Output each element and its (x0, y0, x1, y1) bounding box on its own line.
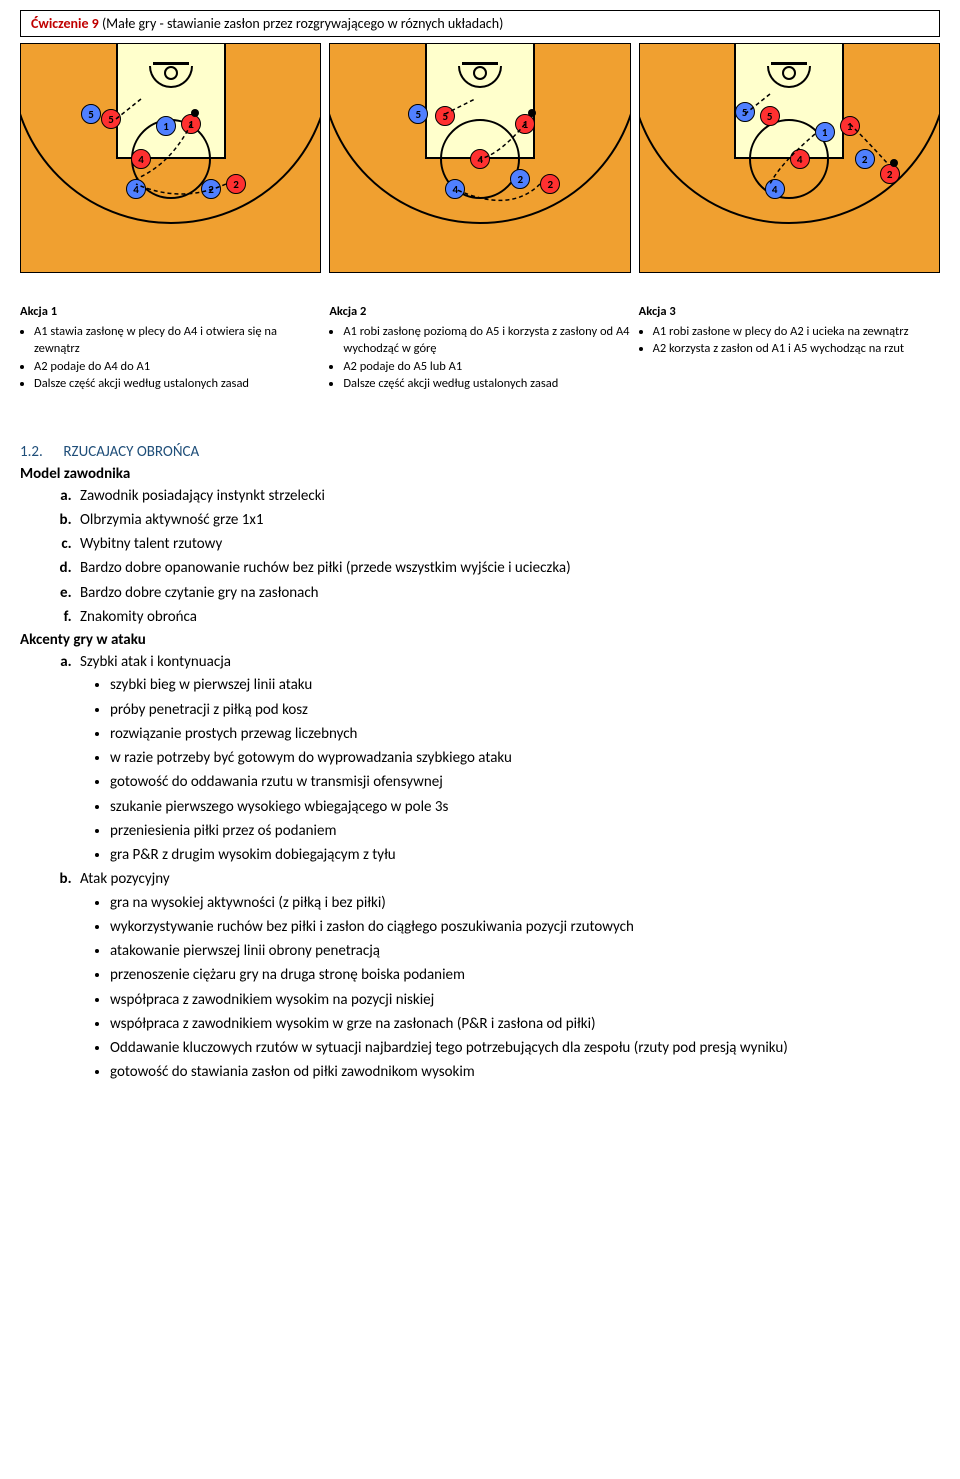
akcenty-subitem: współpraca z zawodnikiem wysokim w grze … (110, 1013, 940, 1036)
exercise-header: Ćwiczenie 9 (Małe gry - stawianie zasłon… (20, 10, 940, 37)
player-blue-1: 1 (156, 116, 176, 136)
akcja-list: A1 stawia zasłonę w plecy do A4 i otwier… (20, 323, 321, 393)
akcenty-subitem: gra na wysokiej aktywności (z piłką i be… (110, 892, 940, 915)
model-item: Bardzo dobre opanowanie ruchów bez piłki… (75, 557, 940, 580)
akcenty-subitem: współpraca z zawodnikiem wysokim na pozy… (110, 989, 940, 1012)
player-red-2: 2 (226, 174, 246, 194)
akcja-desc-3: Akcja 3 A1 robi zasłone w plecy do A2 i u… (639, 303, 940, 393)
akcja-item: A1 stawia zasłonę w plecy do A4 i otwier… (34, 323, 321, 358)
akcenty-sublist: szybki bieg w pierwszej linii atakupróby… (80, 674, 940, 867)
akcenty-subitem: przenoszenie ciężaru gry na druga stronę… (110, 964, 940, 987)
section-title: RZUCAJACY OBROŃCA (63, 443, 199, 461)
akcenty-subitem: rozwiązanie prostych przewag liczebnych (110, 723, 940, 746)
model-item: Znakomity obrońca (75, 606, 940, 629)
akcja-list: A1 robi zasłone w plecy do A2 i ucieka n… (639, 323, 940, 358)
player-blue-4: 4 (126, 179, 146, 199)
player-red-1: 1 (181, 114, 201, 134)
player-blue-1: 1 (815, 122, 835, 142)
player-red-5: 5 (101, 109, 121, 129)
akcenty-subitem: próby penetracji z piłką pod kosz (110, 699, 940, 722)
player-blue-5: 5 (735, 102, 755, 122)
player-blue-2: 2 (855, 149, 875, 169)
diagram-3: 12451245 (639, 43, 940, 273)
akcja-title: Akcja 2 (329, 303, 630, 321)
akcja-item: A2 podaje do A5 lub A1 (343, 358, 630, 376)
akcja-item: A1 robi zasłonę poziomą do A5 i korzysta… (343, 323, 630, 358)
model-item: Olbrzymia aktywność grze 1x1 (75, 509, 940, 532)
akcenty-subitem: szukanie pierwszego wysokiego wbiegające… (110, 796, 940, 819)
akcja-list: A1 robi zasłonę poziomą do A5 i korzysta… (329, 323, 630, 393)
akcenty-sublist: gra na wysokiej aktywności (z piłką i be… (80, 892, 940, 1085)
akcenty-subitem: gotowość do stawiania zasłon od piłki za… (110, 1061, 940, 1084)
player-blue-2: 2 (201, 179, 221, 199)
akcenty-subitem: w razie potrzeby być gotowym do wyprowad… (110, 747, 940, 770)
ball-icon (890, 159, 898, 167)
player-red-5: 5 (760, 106, 780, 126)
akcenty-subitem: gra P&R z drugim wysokim dobiegającym z … (110, 844, 940, 867)
model-item: Wybitny talent rzutowy (75, 533, 940, 556)
model-item: Zawodnik posiadający instynkt strzelecki (75, 485, 940, 508)
akcenty-subitem: gotowość do oddawania rzutu w transmisji… (110, 771, 940, 794)
akcja-item: A2 podaje do A4 do A1 (34, 358, 321, 376)
exercise-label: Ćwiczenie 9 (31, 15, 99, 32)
akcja-desc-1: Akcja 1 A1 stawia zasłonę w plecy do A4 i… (20, 303, 321, 393)
akcenty-subitem: atakowanie pierwszej linii obrony penetr… (110, 940, 940, 963)
akcenty-subitem: wykorzystywanie ruchów bez piłki i zasło… (110, 916, 940, 939)
akcenty-item: Atak pozycyjnygra na wysokiej aktywności… (75, 868, 940, 1084)
descriptions-row: Akcja 1 A1 stawia zasłonę w plecy do A4 i… (20, 303, 940, 393)
section-heading: 1.2. RZUCAJACY OBROŃCA (20, 443, 940, 461)
diagram-2: 2451245 (329, 43, 630, 273)
akcenty-item: Szybki atak i kontynuacjaszybki bieg w p… (75, 651, 940, 867)
akcja-title: Akcja 3 (639, 303, 940, 321)
model-item: Bardzo dobre czytanie gry na zasłonach (75, 582, 940, 605)
akcenty-subitem: szybki bieg w pierwszej linii ataku (110, 674, 940, 697)
player-blue-5: 5 (81, 104, 101, 124)
akcenty-label: Akcenty gry w ataku (20, 631, 940, 649)
diagrams-row: 12451245245124512451245 (20, 43, 940, 273)
player-red-2: 2 (880, 164, 900, 184)
akcja-title: Akcja 1 (20, 303, 321, 321)
akcenty-subitem: Oddawanie kluczowych rzutów w sytuacji n… (110, 1037, 940, 1060)
akcja-item: Dalsze część akcji według ustalonych zas… (34, 375, 321, 393)
section-number: 1.2. (20, 443, 60, 461)
section-rzucajacy: 1.2. RZUCAJACY OBROŃCA Model zawodnika Z… (20, 443, 940, 1085)
player-red-4: 4 (131, 149, 151, 169)
akcja-desc-2: Akcja 2 A1 robi zasłonę poziomą do A5 i k… (329, 303, 630, 393)
diagram-1: 12451245 (20, 43, 321, 273)
player-red-1: 1 (840, 116, 860, 136)
player-red-4: 4 (790, 149, 810, 169)
akcenty-subitem: przeniesienia piłki przez oś podaniem (110, 820, 940, 843)
akcenty-list: Szybki atak i kontynuacjaszybki bieg w p… (20, 651, 940, 1085)
exercise-subtitle: (Małe gry - stawianie zasłon przez rozgr… (102, 15, 503, 32)
akcja-item: A1 robi zasłone w plecy do A2 i ucieka n… (653, 323, 940, 341)
akcja-item: A2 korzysta z zasłon od A1 i A5 wychodzą… (653, 340, 940, 358)
model-label: Model zawodnika (20, 465, 940, 483)
player-blue-4: 4 (765, 179, 785, 199)
ball-icon (191, 109, 199, 117)
akcja-item: Dalsze część akcji według ustalonych zas… (343, 375, 630, 393)
model-list: Zawodnik posiadający instynkt strzelecki… (20, 485, 940, 630)
